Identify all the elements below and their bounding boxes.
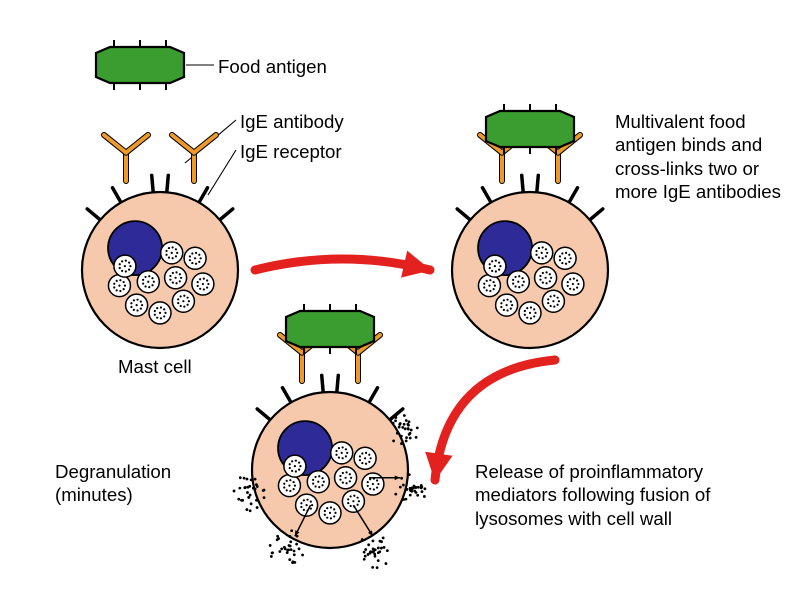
label-ige-receptor: IgE receptor [240,140,420,163]
label-release: Release of proinflammatory mediators fol… [475,460,755,530]
label-food-antigen: Food antigen [218,55,398,78]
diagram-stage: Food antigen IgE antibody IgE receptor M… [0,0,800,600]
label-crosslink: Multivalent food antigen binds and cross… [615,110,790,203]
label-degranulation: Degranulation (minutes) [55,460,225,507]
label-ige-antibody: IgE antibody [240,110,420,133]
label-mast-cell: Mast cell [118,355,258,378]
